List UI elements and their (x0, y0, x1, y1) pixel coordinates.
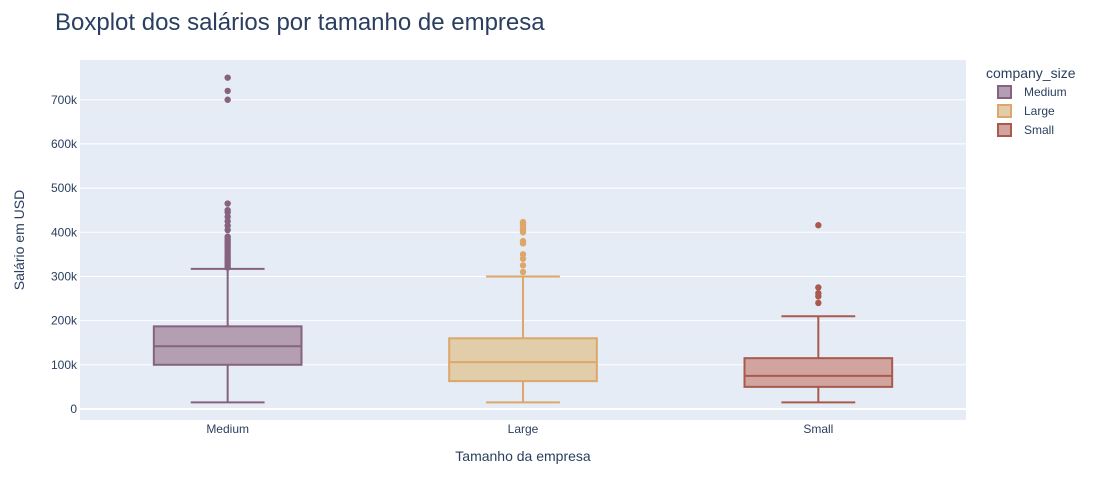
outlier-point (519, 255, 527, 262)
box-large (448, 218, 598, 404)
legend-label: Medium (1024, 85, 1067, 99)
outlier-point (519, 218, 527, 226)
box-medium (152, 74, 303, 404)
outlier-point (224, 222, 231, 229)
legend: Medium Large Small (997, 85, 1067, 137)
outlier-point (224, 74, 231, 81)
y-tick-label: 0 (70, 402, 77, 416)
y-tick-label: 700k (51, 93, 78, 107)
outlier-point (224, 87, 231, 95)
legend-swatch (997, 104, 1012, 118)
x-axis-title: Tamanho da empresa (455, 448, 591, 464)
y-axis-title: Salário em USD (11, 190, 27, 290)
outlier-point (519, 237, 527, 245)
legend-swatch (997, 123, 1012, 137)
outlier-point (519, 262, 527, 269)
box-small (743, 222, 894, 404)
x-tick-label: Small (803, 422, 833, 436)
outlier-point (815, 284, 822, 291)
outlier-point (224, 213, 231, 221)
legend-item-large: Large (997, 104, 1055, 118)
y-tick-label: 300k (51, 269, 78, 283)
outlier-point (519, 268, 527, 276)
outlier-point (224, 200, 231, 207)
legend-label: Small (1024, 123, 1054, 137)
legend-swatch (997, 85, 1012, 99)
legend-item-medium: Medium (997, 85, 1067, 99)
outlier-point (519, 251, 527, 258)
y-tick-label: 600k (51, 137, 78, 151)
x-axis-ticks: Medium Large Small (206, 422, 833, 436)
legend-label: Large (1024, 104, 1055, 118)
y-axis-ticks: 0 100k 200k 300k 400k 500k 600k 700k (51, 93, 78, 416)
y-tick-label: 200k (51, 314, 78, 328)
iqr-box (743, 357, 894, 388)
iqr-box (448, 337, 598, 383)
outlier-point (815, 290, 822, 297)
outlier-point (224, 233, 231, 240)
y-tick-label: 500k (51, 181, 78, 195)
x-tick-label: Medium (206, 422, 249, 436)
outlier-point (224, 206, 231, 214)
y-tick-label: 100k (51, 358, 78, 372)
outlier-point (224, 96, 231, 103)
legend-item-small: Small (997, 123, 1054, 137)
outlier-point (815, 222, 822, 229)
legend-title: company_size (986, 65, 1076, 81)
outlier-point (224, 226, 231, 234)
outlier-point (815, 299, 822, 307)
outlier-point (224, 218, 231, 225)
chart-title: Boxplot dos salários por tamanho de empr… (55, 9, 545, 36)
box-traces (152, 74, 894, 404)
y-tick-label: 400k (51, 225, 78, 239)
x-tick-label: Large (508, 422, 539, 436)
